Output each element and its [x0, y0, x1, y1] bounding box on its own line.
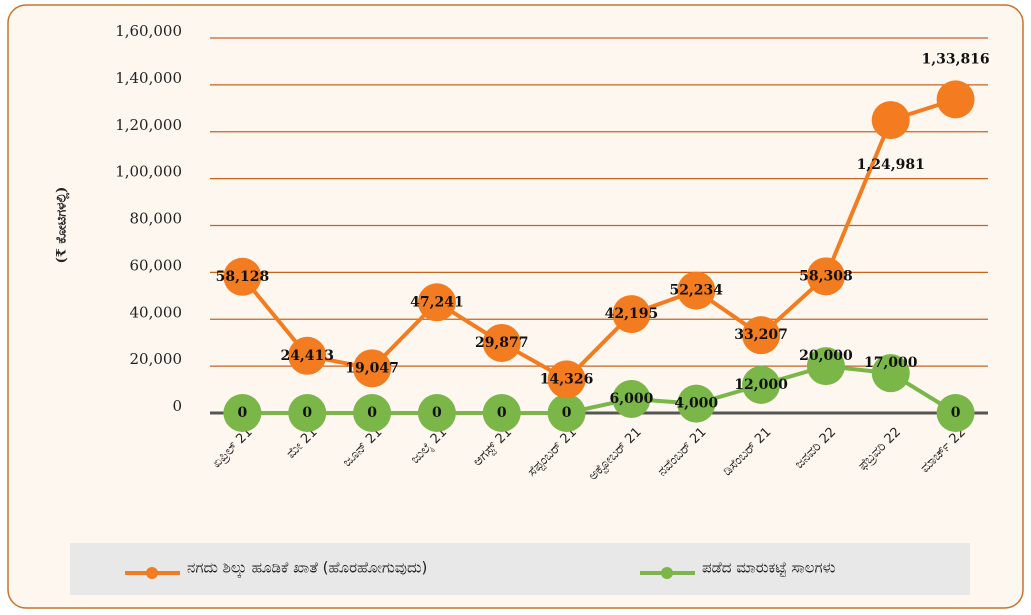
data-label: 17,000 — [864, 355, 918, 371]
marker — [223, 257, 262, 296]
marker — [806, 347, 845, 386]
data-label: 1,24,981 — [857, 157, 925, 173]
data-label: 1,33,816 — [921, 51, 989, 67]
data-label: 29,877 — [475, 335, 529, 351]
data-label: 0 — [367, 405, 377, 421]
marker — [742, 316, 781, 355]
marker — [223, 394, 262, 432]
marker — [353, 349, 392, 388]
chart-frame — [7, 4, 1024, 609]
marker — [806, 257, 845, 296]
y-tick-label: 80,000 — [130, 210, 183, 228]
marker — [417, 283, 456, 322]
marker — [547, 360, 586, 399]
marker — [677, 271, 716, 310]
marker — [677, 384, 716, 423]
data-label: 6,000 — [609, 391, 653, 407]
marker — [871, 354, 910, 393]
marker — [288, 336, 327, 375]
data-label: 4,000 — [674, 396, 718, 412]
data-label: 0 — [302, 405, 312, 421]
marker — [353, 394, 392, 432]
marker — [482, 394, 521, 432]
data-label: 52,234 — [669, 283, 723, 299]
marker — [936, 80, 975, 119]
legend-marker — [146, 567, 158, 579]
data-label: 14,326 — [540, 371, 594, 387]
y-tick-label: 0 — [172, 397, 182, 415]
data-label: 0 — [951, 405, 961, 421]
marker — [547, 394, 586, 432]
marker — [936, 394, 975, 432]
data-label: 24,413 — [280, 348, 334, 364]
marker — [871, 101, 910, 140]
data-label: 58,128 — [216, 269, 270, 285]
y-tick-label: 40,000 — [130, 303, 183, 321]
y-tick-label: 1,60,000 — [115, 22, 182, 40]
data-label: 0 — [562, 405, 572, 421]
legend-marker — [661, 567, 673, 579]
marker — [288, 394, 327, 432]
marker — [417, 394, 456, 432]
data-label: 47,241 — [410, 294, 464, 310]
legend-label: ನಗದು ಶಿಲ್ಕು ಹೂಡಿಕೆ ಖಾತೆ (ಹೊರಹೋಗುವುದು) — [187, 559, 427, 579]
y-tick-label: 1,20,000 — [115, 116, 182, 134]
data-label: 19,047 — [345, 360, 399, 376]
y-tick-label: 20,000 — [130, 350, 183, 368]
y-tick-label: 1,40,000 — [115, 69, 182, 87]
marker — [612, 295, 651, 334]
data-label: 58,308 — [799, 268, 853, 284]
legend — [70, 543, 970, 595]
y-tick-label: 60,000 — [130, 256, 183, 274]
legend-label: ಪಡೆದ ಮಾರುಕಟ್ಟೆ ಸಾಲಗಳು — [702, 559, 836, 577]
marker — [612, 379, 651, 418]
data-label: 0 — [432, 405, 442, 421]
data-label: 42,195 — [605, 306, 659, 322]
y-tick-label: 1,00,000 — [115, 163, 182, 181]
data-label: 0 — [497, 405, 507, 421]
marker — [482, 323, 521, 362]
data-label: 33,207 — [734, 327, 788, 343]
data-label: 20,000 — [799, 348, 853, 364]
data-label: 0 — [238, 405, 248, 421]
marker — [742, 365, 781, 404]
y-axis-label: (₹ ಕೋಟಿಗಳಲ್ಲಿ) — [55, 187, 71, 264]
data-label: 12,000 — [734, 377, 788, 393]
